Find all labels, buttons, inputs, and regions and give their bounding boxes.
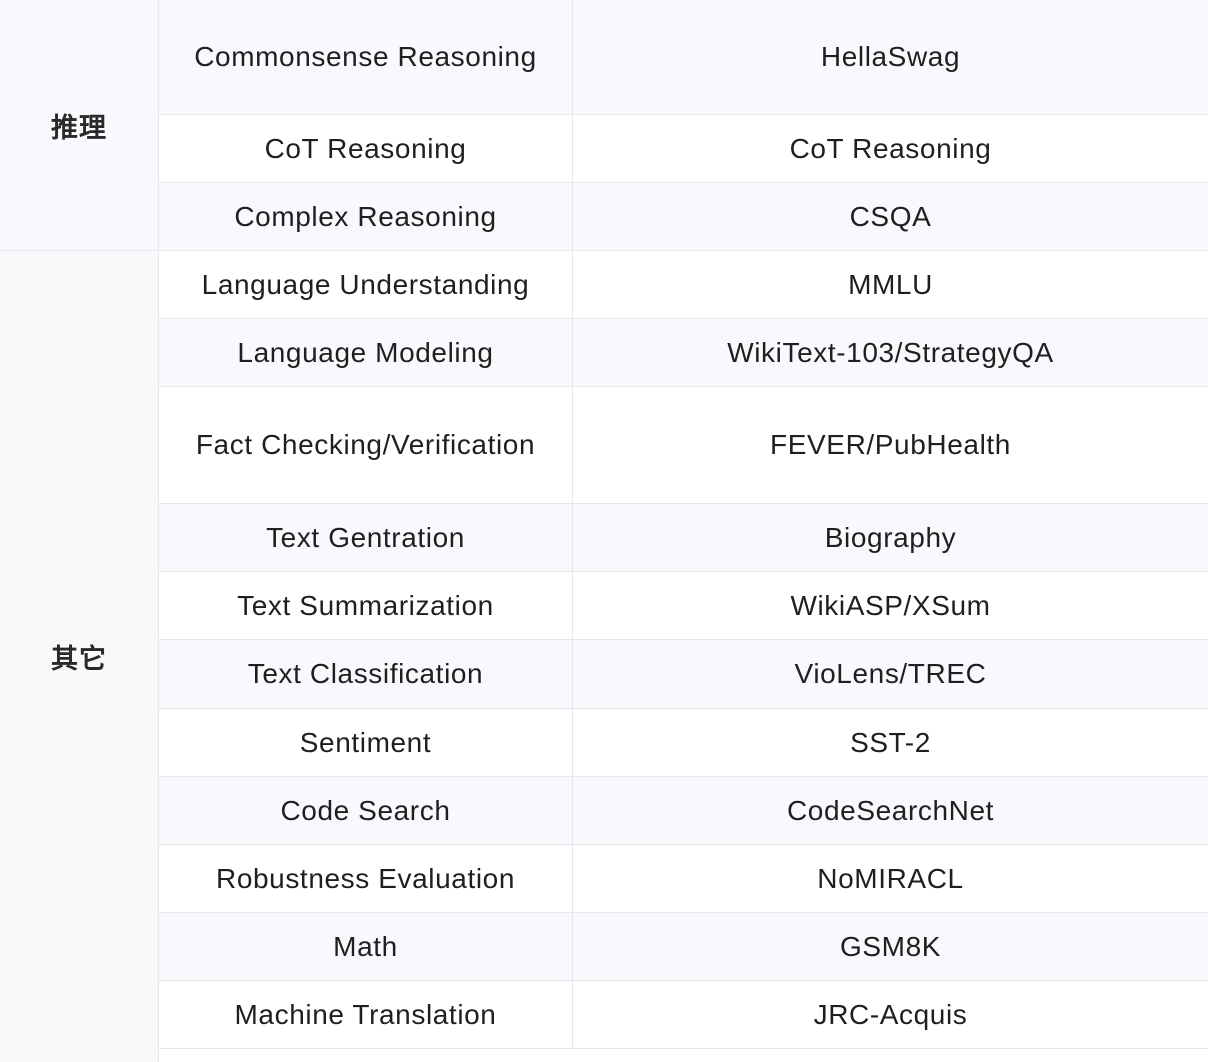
table-row: Robustness Evaluation NoMIRACL — [159, 845, 1208, 913]
dataset-cell: WikiText-103/StrategyQA — [727, 336, 1054, 368]
table-row: Commonsense Reasoning HellaSwag — [159, 0, 1208, 115]
dataset-cell: HellaSwag — [820, 41, 961, 72]
table-row: Language Modeling WikiText-103/StrategyQ… — [159, 319, 1208, 387]
table-row: Text Classification VioLens/TREC — [159, 640, 1208, 709]
table-row: CoT Reasoning CoT Reasoning — [159, 115, 1208, 183]
task-cell: Language Understanding — [159, 251, 573, 318]
group-label: 其它 — [51, 644, 107, 675]
dataset-cell: CSQA — [849, 200, 932, 232]
table-row: Machine Translation JRC-Acquis — [159, 981, 1208, 1049]
dataset-cell: JRC-Acquis — [813, 998, 968, 1030]
dataset-cell: MMLU — [848, 268, 933, 300]
group-cell-other: 其它 — [0, 251, 159, 1062]
dataset-cell: WikiASP/XSum — [790, 589, 991, 621]
table-row: Fact Checking/Verification FEVER/PubHeal… — [159, 387, 1208, 504]
task-cell: Fact Checking/Verification — [159, 387, 573, 503]
dataset-cell: NoMIRACL — [817, 862, 964, 894]
task-cell: Commonsense Reasoning — [159, 0, 573, 114]
task-cell: Text Classification — [159, 640, 573, 708]
table-row: Text Summarization WikiASP/XSum — [159, 572, 1208, 640]
task-cell: Machine Translation — [159, 981, 573, 1048]
table-row: Language Understanding MMLU — [159, 251, 1208, 319]
task-cell: Complex Reasoning — [159, 183, 573, 250]
table-row: Complex Reasoning CSQA — [159, 183, 1208, 251]
table-row: Text Gentration Biography — [159, 504, 1208, 572]
dataset-cell: SST-2 — [850, 726, 931, 758]
task-cell: Code Search — [159, 777, 573, 844]
dataset-cell: CodeSearchNet — [786, 794, 995, 826]
dataset-cell: CoT Reasoning — [789, 132, 992, 164]
table-row: Code Search CodeSearchNet — [159, 777, 1208, 845]
table-row: Sentiment SST-2 — [159, 709, 1208, 777]
group-cell-reasoning: 推理 — [0, 0, 159, 251]
group-label: 推理 — [51, 112, 107, 144]
task-cell: Text Summarization — [159, 572, 573, 639]
dataset-cell: GSM8K — [839, 930, 942, 962]
task-cell: Text Gentration — [159, 504, 573, 571]
task-cell: Math — [159, 913, 573, 980]
dataset-cell: Biography — [824, 521, 957, 553]
table-row: Math GSM8K — [159, 913, 1208, 981]
dataset-cell: VioLens/TREC — [794, 658, 987, 689]
task-cell: Robustness Evaluation — [159, 845, 573, 912]
task-cell: CoT Reasoning — [159, 115, 573, 182]
task-cell: Sentiment — [159, 709, 573, 776]
task-cell: Language Modeling — [159, 319, 573, 386]
dataset-cell: FEVER/PubHealth — [770, 429, 1011, 460]
